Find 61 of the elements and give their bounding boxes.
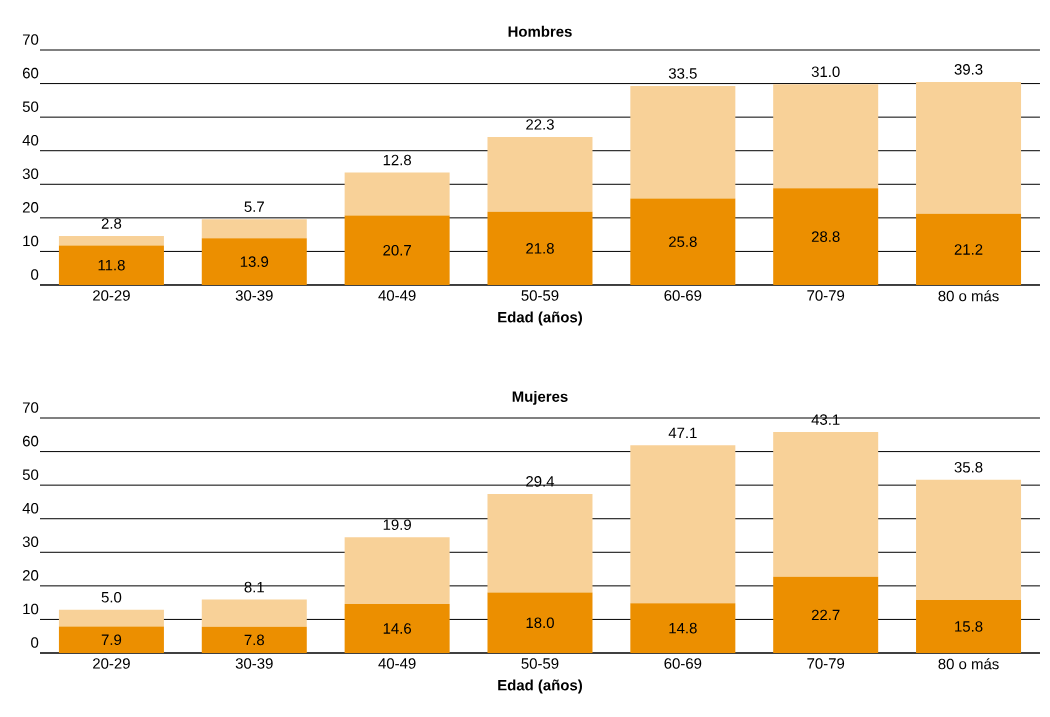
x-tick-label: 60-69 (664, 658, 702, 669)
data-label: 14.8 (669, 622, 697, 634)
x-tick-label: 30-39 (235, 658, 273, 669)
chart-title: Hombres (508, 25, 572, 37)
data-label: 25.8 (669, 236, 697, 247)
y-tick-label: 30 (22, 168, 39, 180)
x-tick-label: 20-29 (93, 290, 130, 301)
chart-title: Mujeres (512, 390, 568, 405)
data-label: 20.7 (383, 244, 411, 256)
data-label: 7.9 (101, 634, 122, 646)
y-tick-label: 0 (31, 269, 39, 280)
x-tick-label: 80 o más (938, 290, 999, 302)
y-tick-label: 0 (31, 637, 39, 648)
data-label: 28.8 (811, 231, 840, 242)
data-label: 33.5 (668, 68, 697, 79)
x-axis-title: Edad (años) (498, 679, 582, 694)
data-label: 2.8 (101, 218, 122, 229)
y-tick-label: 10 (23, 603, 39, 615)
data-label: 22.3 (526, 119, 554, 130)
y-tick-label: 20 (22, 570, 39, 581)
data-label: 21.2 (954, 244, 983, 255)
y-tick-label: 50 (22, 101, 39, 112)
y-tick-label: 40 (22, 502, 39, 514)
data-label: 7.8 (244, 634, 265, 646)
x-axis-title: Edad (años) (498, 311, 582, 326)
data-label: 14.6 (383, 623, 412, 634)
y-tick-label: 40 (22, 134, 39, 146)
x-tick-label: 60-69 (664, 290, 702, 301)
y-tick-label: 20 (22, 202, 39, 213)
data-label: 39.3 (954, 64, 983, 75)
x-tick-label: 20-29 (93, 658, 130, 669)
x-tick-label: 40-49 (378, 658, 416, 669)
data-label: 29.4 (526, 476, 555, 487)
x-tick-label: 70-79 (807, 290, 845, 301)
x-tick-label: 50-59 (521, 290, 559, 301)
data-label: 5.7 (244, 201, 264, 212)
x-tick-label: 30-39 (235, 290, 273, 301)
data-label: 12.8 (383, 154, 412, 166)
data-label: 11.8 (98, 259, 125, 271)
x-tick-label: 80 o más (938, 658, 999, 670)
x-tick-label: 40-49 (378, 290, 416, 301)
data-label: 18.0 (526, 617, 554, 629)
y-tick-label: 10 (23, 235, 39, 247)
data-label: 5.0 (101, 591, 122, 603)
data-label: 19.9 (383, 519, 411, 530)
x-tick-label: 50-59 (521, 658, 559, 669)
data-label: 21.8 (526, 243, 554, 254)
y-tick-label: 70 (22, 34, 39, 45)
y-tick-label: 50 (22, 469, 39, 480)
y-tick-label: 30 (22, 536, 39, 548)
data-label: 35.8 (954, 461, 983, 473)
data-label: 47.1 (668, 427, 697, 438)
data-label: 43.1 (811, 414, 840, 425)
x-tick-label: 70-79 (807, 658, 845, 669)
data-label: 31.0 (811, 66, 840, 78)
y-tick-label: 70 (22, 402, 39, 413)
y-tick-label: 60 (22, 435, 39, 447)
data-label: 15.8 (955, 621, 983, 632)
data-label: 13.9 (240, 256, 269, 267)
data-label: 22.7 (811, 609, 840, 621)
y-tick-label: 60 (22, 67, 39, 79)
